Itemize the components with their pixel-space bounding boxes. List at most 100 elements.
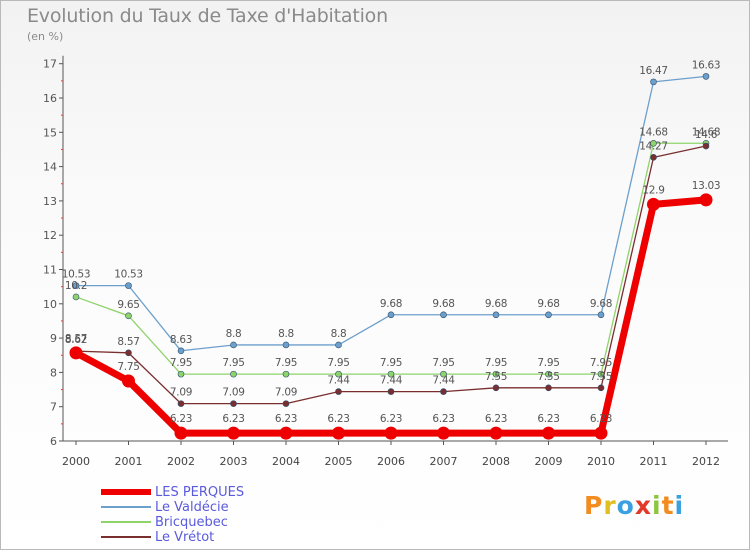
y-tick-label: 6 (50, 435, 57, 448)
data-label-bricquebec: 7.95 (537, 357, 559, 369)
legend-label: Bricquebec (155, 515, 228, 530)
data-point-bricquebec (177, 370, 185, 378)
y-tick-label: 15 (43, 126, 57, 139)
y-tick-label: 13 (43, 195, 57, 208)
data-label-bricquebec: 7.95 (380, 357, 402, 369)
data-point-le-vretot (177, 400, 185, 407)
chart-subtitle: (en %) (27, 30, 64, 43)
data-label-bricquebec: 7.95 (327, 357, 349, 369)
data-label-le-vretot: 14.27 (639, 140, 668, 152)
data-point-les-perques (384, 426, 398, 440)
x-tick-label: 2011 (640, 455, 668, 468)
axes: 6 7 8 9 10 11 12 13 14 15 16 17 2000 2001 2002 2003 2004… (43, 55, 728, 468)
data-label-les-perques: 6.23 (380, 413, 402, 425)
y-tick-label: 8 (50, 366, 57, 379)
data-point-bricquebec (440, 370, 447, 378)
data-label-les-perques: 12.9 (642, 184, 664, 196)
data-label-les-perques: 13.03 (692, 180, 721, 192)
data-point-le-vretot (125, 349, 132, 357)
data-point-le-valdecie (335, 341, 342, 349)
data-label-bricquebec: 7.95 (275, 357, 297, 369)
data-point-les-perques (699, 193, 713, 207)
data-label-bricquebec: 7.95 (222, 357, 244, 369)
data-label-le-valdecie: 8.8 (278, 328, 294, 340)
data-label-le-valdecie: 9.68 (537, 298, 559, 310)
series-labels: 10.53 10.53 8.63 8.8 8.8 8.8 9.68 9.68 9.68 9.68 9… (62, 59, 721, 425)
x-tick-label: 2012 (692, 455, 720, 468)
legend-swatch (101, 506, 151, 508)
data-point-les-perques (542, 426, 555, 440)
chart-title: Evolution du Taux de Taxe d'Habitation (27, 5, 388, 27)
data-label-le-vretot: 7.55 (485, 371, 507, 383)
x-tick-label: 2006 (377, 455, 405, 468)
legend-swatch (101, 489, 151, 495)
x-tick-label: 2001 (115, 455, 143, 468)
data-label-le-vretot: 7.44 (432, 375, 455, 387)
data-label-le-vretot: 14.6 (695, 129, 718, 141)
logo-letter: P (584, 491, 604, 520)
data-point-le-vretot (492, 384, 500, 392)
data-label-les-perques: 6.23 (590, 413, 612, 425)
data-label-bricquebec: 7.95 (432, 357, 454, 369)
data-label-les-perques: 6.23 (222, 413, 244, 425)
legend-label: Le Valdécie (155, 500, 229, 515)
data-point-les-perques (437, 426, 450, 440)
data-point-bricquebec (282, 370, 290, 378)
data-point-le-vretot (650, 154, 657, 161)
data-label-le-valdecie: 10.53 (114, 269, 143, 281)
x-tick-label: 2010 (587, 455, 615, 468)
data-label-bricquebec: 9.65 (117, 299, 139, 311)
y-tick-label: 16 (43, 92, 57, 105)
x-tick-label: 2002 (167, 455, 195, 468)
data-label-les-perques: 6.23 (485, 413, 507, 425)
logo-letter: i (652, 491, 662, 520)
data-label-le-valdecie: 9.68 (590, 298, 612, 310)
data-label-le-valdecie: 16.63 (692, 59, 721, 71)
y-tick-label: 9 (50, 332, 57, 345)
legend-label: Le Vrétot (155, 530, 215, 545)
data-label-le-valdecie: 16.47 (639, 65, 668, 77)
data-label-bricquebec: 7.95 (170, 357, 192, 369)
data-label-le-vretot: 7.44 (380, 375, 403, 387)
data-label-bricquebec: 14.68 (639, 126, 668, 138)
data-label-les-perques: 6.23 (432, 413, 454, 425)
y-tick-label: 14 (43, 161, 57, 174)
data-point-le-valdecie (125, 282, 132, 289)
data-label-le-vretot: 8.62 (65, 334, 87, 346)
data-point-le-vretot (702, 142, 710, 150)
data-label-le-vretot: 7.55 (537, 371, 559, 383)
data-point-le-valdecie (72, 282, 80, 289)
data-point-bricquebec (125, 312, 132, 320)
data-point-bricquebec (650, 139, 657, 147)
data-label-le-vretot: 7.55 (590, 371, 612, 383)
data-label-le-valdecie: 8.63 (170, 334, 192, 346)
data-point-les-perques (174, 426, 188, 440)
data-point-les-perques (122, 374, 135, 388)
data-label-le-valdecie: 9.68 (380, 298, 402, 310)
x-tick-label: 2008 (482, 455, 510, 468)
data-label-le-valdecie: 8.8 (331, 328, 347, 340)
proxiti-logo: Proxiti (584, 491, 684, 520)
data-point-bricquebec (230, 370, 237, 378)
data-point-bricquebec (545, 370, 552, 378)
data-point-les-perques (594, 426, 608, 440)
data-label-le-vretot: 8.57 (117, 336, 139, 348)
data-point-le-vretot (335, 388, 342, 395)
data-label-les-perques: 6.23 (170, 413, 192, 425)
data-label-le-vretot: 7.09 (222, 387, 244, 399)
data-point-le-valdecie (545, 311, 552, 319)
data-label-les-perques: 6.23 (327, 413, 349, 425)
data-point-bricquebec (492, 370, 500, 378)
data-label-bricquebec: 7.95 (485, 357, 507, 369)
data-point-les-perques (332, 426, 345, 440)
x-tick-label: 2007 (430, 455, 458, 468)
data-point-les-perques (647, 197, 660, 211)
data-label-le-vretot: 7.09 (170, 387, 192, 399)
data-point-le-valdecie (650, 78, 657, 86)
data-label-les-perques: 8.57 (65, 333, 87, 345)
data-point-le-valdecie (230, 341, 237, 349)
x-tick-label: 2005 (325, 455, 353, 468)
logo-letter: i (674, 491, 685, 520)
